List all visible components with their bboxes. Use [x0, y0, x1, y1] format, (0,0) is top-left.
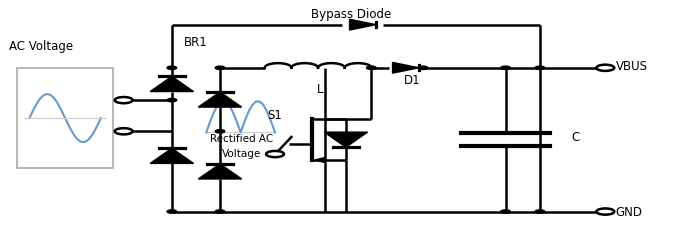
Polygon shape	[150, 148, 194, 163]
Circle shape	[501, 210, 510, 213]
Circle shape	[597, 208, 614, 215]
Circle shape	[215, 66, 225, 69]
Circle shape	[167, 99, 176, 102]
Circle shape	[535, 66, 545, 69]
Polygon shape	[199, 92, 242, 107]
Text: S1: S1	[267, 109, 282, 122]
Text: Bypass Diode: Bypass Diode	[311, 8, 391, 21]
Circle shape	[535, 210, 545, 213]
Circle shape	[167, 210, 176, 213]
Polygon shape	[199, 164, 242, 179]
Text: Rectified AC: Rectified AC	[210, 134, 273, 144]
Polygon shape	[349, 19, 376, 30]
Polygon shape	[150, 76, 194, 92]
Circle shape	[367, 66, 376, 69]
Circle shape	[597, 65, 614, 71]
Circle shape	[115, 97, 133, 103]
Polygon shape	[325, 132, 367, 147]
Circle shape	[418, 66, 428, 69]
Circle shape	[266, 151, 284, 157]
Text: BR1: BR1	[184, 36, 208, 49]
Circle shape	[215, 130, 225, 133]
Polygon shape	[392, 62, 419, 73]
Text: GND: GND	[616, 206, 643, 219]
Text: D1: D1	[403, 74, 420, 87]
Circle shape	[167, 66, 176, 69]
Circle shape	[501, 66, 510, 69]
Text: AC Voltage: AC Voltage	[9, 40, 73, 54]
Text: VBUS: VBUS	[616, 60, 648, 73]
Text: L: L	[316, 83, 323, 96]
Polygon shape	[315, 157, 325, 163]
Circle shape	[215, 210, 225, 213]
Circle shape	[115, 128, 133, 134]
FancyBboxPatch shape	[17, 68, 113, 168]
Text: C: C	[571, 131, 579, 144]
Text: Voltage: Voltage	[222, 149, 262, 159]
